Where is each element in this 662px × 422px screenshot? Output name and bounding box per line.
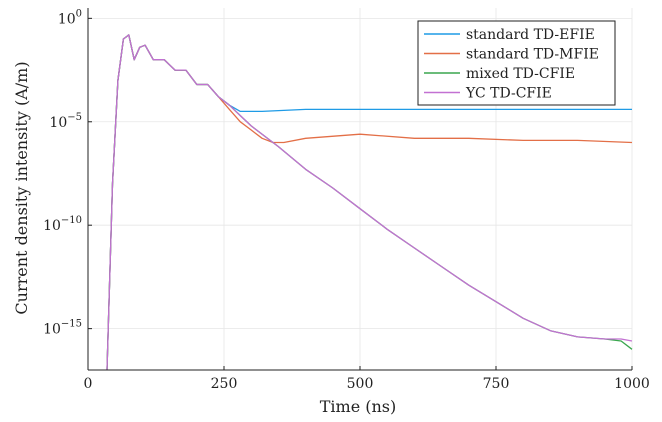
y-tick-exponent: 0	[76, 8, 82, 19]
x-axis-label: Time (ns)	[320, 397, 397, 416]
x-tick-label: 500	[347, 376, 374, 392]
y-tick-base: 10	[49, 115, 67, 131]
grid	[87, 8, 633, 370]
legend-entry: standard TD-EFIE	[466, 27, 595, 43]
x-tick-label: 0	[84, 376, 93, 392]
x-tick-label: 250	[211, 376, 238, 392]
y-tick-base: 10	[43, 218, 61, 234]
y-tick-label: 100	[58, 8, 82, 27]
y-axis-label: Current density intensity (A/m)	[12, 61, 31, 314]
x-tick-label: 1000	[614, 376, 650, 392]
x-ticks: 0 250 500 750 1000	[84, 366, 650, 392]
y-tick-label: 10−5	[49, 112, 82, 131]
y-tick-exponent: −10	[61, 215, 82, 226]
legend-entry: mixed TD-CFIE	[466, 66, 575, 82]
legend: standard TD-EFIE standard TD-MFIE mixed TD…	[417, 20, 616, 106]
y-tick-exponent: −5	[67, 112, 82, 123]
legend-entry: standard TD-MFIE	[466, 47, 599, 63]
legend-box	[417, 20, 616, 106]
y-tick-label: 10−15	[43, 319, 82, 338]
legend-entry: YC TD-CFIE	[465, 86, 552, 102]
series-line-3	[106, 34, 633, 371]
y-tick-base: 10	[58, 11, 76, 27]
y-tick-exponent: −15	[61, 319, 82, 330]
y-tick-label: 10−10	[43, 215, 82, 234]
x-tick-label: 750	[483, 376, 510, 392]
series-layer	[106, 34, 633, 371]
y-tick-base: 10	[43, 322, 61, 338]
